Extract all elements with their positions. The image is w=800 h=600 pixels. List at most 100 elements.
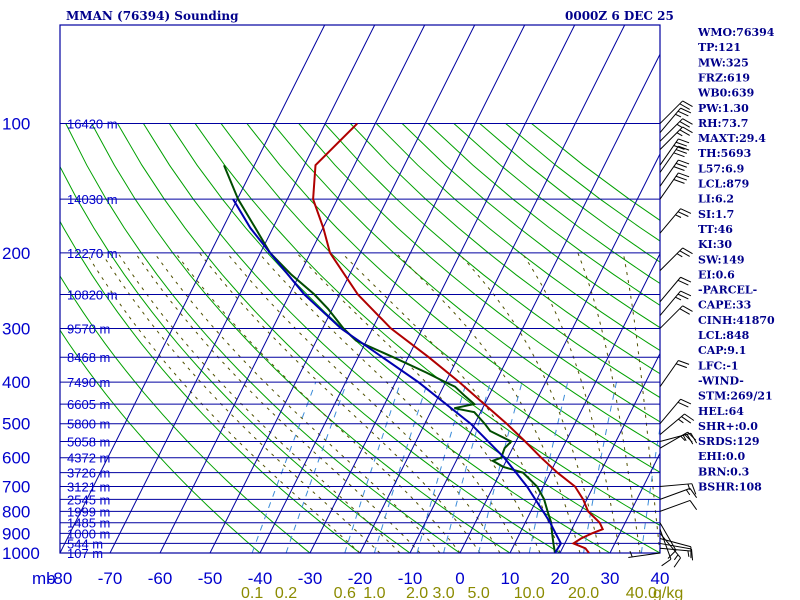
wind-barb-half-flag <box>687 550 690 557</box>
dry-adiabat <box>91 123 511 553</box>
wind-barb-half-flag <box>675 296 682 301</box>
wind-barb-half-flag <box>676 132 683 137</box>
wind-barb-flag <box>679 129 690 136</box>
dry-adiabat <box>350 123 660 375</box>
height-label: 12270 m <box>67 246 118 261</box>
pressure-tick-label: 900 <box>2 524 30 543</box>
wind-barb-half-flag <box>685 489 691 496</box>
dry-adiabat <box>168 123 660 553</box>
moist-adiabat <box>199 252 481 553</box>
temperature-tick-label: 0 <box>455 569 464 588</box>
wind-barb-flag <box>673 145 685 150</box>
wind-barb <box>659 432 698 445</box>
wind-barb-flag <box>689 488 698 498</box>
height-label: 8468 m <box>67 350 110 365</box>
mixing-ratio-label: 0.6 <box>334 585 356 600</box>
isotherm-line <box>609 453 661 554</box>
stat-item: BSHR:108 <box>698 481 762 494</box>
wind-barb-staff <box>659 118 683 142</box>
wind-barb-staff <box>659 499 691 512</box>
dry-adiabat <box>272 123 660 448</box>
wind-barb-half-flag <box>682 435 687 441</box>
stat-item: FRZ:619 <box>698 71 750 84</box>
wind-barb-flag <box>691 548 694 561</box>
stat-item: WMO:76394 <box>697 26 775 39</box>
wind-barb-half-flag <box>629 550 633 558</box>
stat-item: TT:46 <box>698 223 733 236</box>
height-label: 1000 m <box>67 526 110 541</box>
wind-barb-flag <box>673 557 681 568</box>
wind-barb-staff <box>659 487 691 500</box>
stat-item: KI:30 <box>698 238 732 251</box>
temperature-tick-label: -70 <box>98 569 123 588</box>
isotherm-line <box>509 253 661 554</box>
mixing-ratio-label: 2.0 <box>406 585 428 600</box>
height-label: 2545 m <box>67 492 110 507</box>
dry-adiabat <box>246 123 660 473</box>
pressure-tick-label: 700 <box>2 477 30 496</box>
dry-adiabat <box>143 123 611 553</box>
wind-barb-staff <box>659 276 681 303</box>
sounding-series <box>223 122 605 553</box>
wind-barb-flag <box>682 118 693 125</box>
isotherm-line <box>109 24 376 554</box>
dry-adiabat <box>65 123 461 553</box>
stat-item: EI:0.6 <box>698 268 735 281</box>
stat-item: TP:121 <box>698 41 741 54</box>
wind-barb-staff <box>659 360 679 387</box>
temperature-tick-label: -40 <box>248 569 273 588</box>
dry-adiabat <box>298 123 660 423</box>
wind-barb-flag <box>661 558 672 567</box>
pressure-tick-label: 600 <box>2 449 30 468</box>
stat-item: L57:6.9 <box>698 162 744 175</box>
stat-item: SRDS:129 <box>698 435 760 448</box>
stat-item: SI:1.7 <box>698 208 734 221</box>
pressure-tick-label: 200 <box>2 244 30 263</box>
wind-barb-staff <box>659 172 679 200</box>
wind-barb <box>659 487 698 500</box>
stat-item: SHR+:0.0 <box>698 420 758 433</box>
wind-barb-flag <box>678 138 690 144</box>
isotherm-line <box>559 353 661 554</box>
dry-adiabat <box>427 123 660 306</box>
wind-barb-half-flag <box>680 435 686 441</box>
isotherm-line <box>359 24 626 554</box>
isotherms <box>59 24 661 554</box>
stat-item: PW:1.30 <box>698 102 749 115</box>
wind-barb-flag <box>678 145 690 151</box>
wind-barb-flag <box>680 208 692 214</box>
dry-adiabat <box>60 220 361 553</box>
mixing-ratio-label: 0.1 <box>241 585 263 600</box>
wind-barb-half-flag <box>687 483 691 491</box>
wind-barb <box>659 483 697 495</box>
mixing-ratio-label: 40.0 <box>626 585 657 600</box>
stat-item: CAPE:33 <box>698 299 751 312</box>
wind-barb-staff <box>659 107 681 133</box>
mixing-ratio-label: 3.0 <box>432 585 454 600</box>
wind-barb <box>659 398 692 425</box>
wind-barb-staff <box>659 290 681 316</box>
mixing-ratio-label: 5.0 <box>467 585 489 600</box>
height-label: 5058 m <box>67 434 110 449</box>
height-label: 3121 m <box>67 479 110 494</box>
wind-barb-flag <box>684 413 695 421</box>
wind-barb-staff <box>659 208 681 234</box>
dry-adiabats <box>60 123 660 553</box>
pressure-tick-label: 100 <box>2 115 30 134</box>
height-label: 544 m <box>67 536 103 551</box>
wind-barb-flag <box>682 247 693 255</box>
wind-barb-flag <box>691 483 697 495</box>
mixing-ratio-label: 1.0 <box>363 585 385 600</box>
dry-adiabat <box>376 123 660 352</box>
dry-adiabat <box>220 123 660 500</box>
stat-item: WB0:639 <box>697 87 754 100</box>
wind-barb-staff <box>659 138 679 166</box>
temperature-tick-label: 10 <box>501 569 520 588</box>
wind-barb <box>659 276 692 303</box>
wind-barb-staff <box>659 398 681 425</box>
height-label: 10820 m <box>67 287 118 302</box>
stat-item: RH:73.7 <box>698 117 748 130</box>
pressure-tick-label: 300 <box>2 319 30 338</box>
stat-item: LFC:-1 <box>698 359 739 372</box>
